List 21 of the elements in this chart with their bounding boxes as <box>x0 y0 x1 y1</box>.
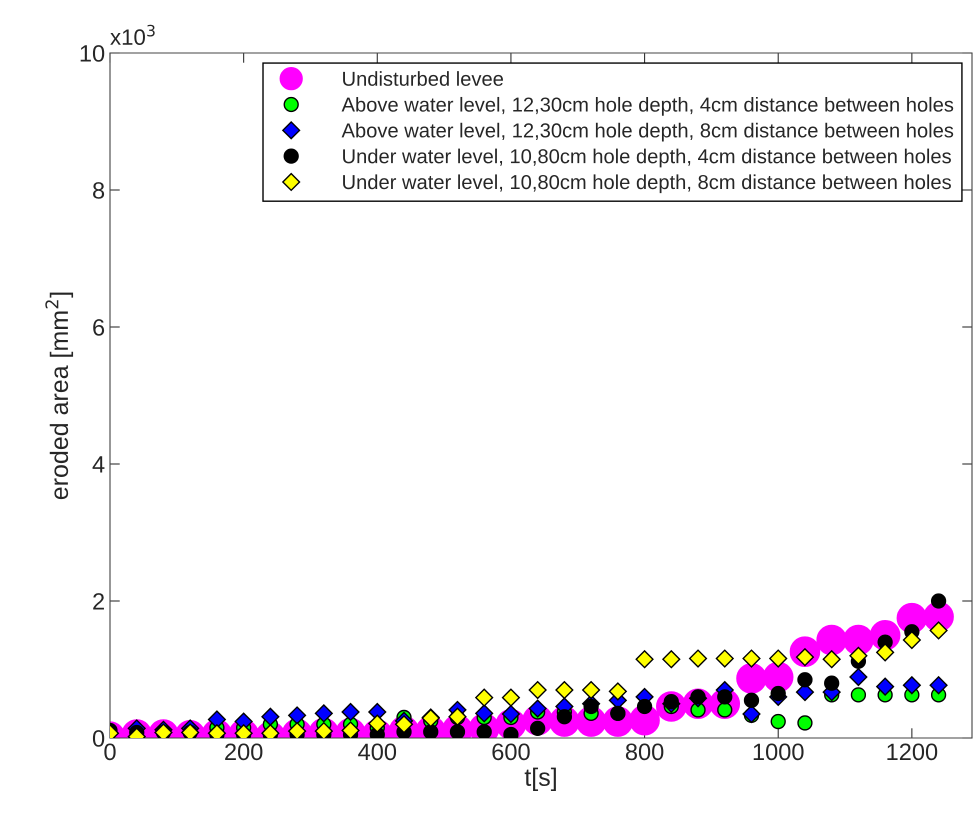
x-tick-label: 1200 <box>887 743 938 760</box>
legend-label: Above water level, 12,30cm hole depth, 4cm distance between holes <box>342 96 954 116</box>
x-tick-label: 600 <box>492 743 530 760</box>
x-tick-label: 400 <box>358 743 396 760</box>
x-tick-label: 0 <box>104 743 116 760</box>
y-axis-title: eroded area [mm$^{2}$] <box>45 292 74 500</box>
x-tick-label: 200 <box>225 743 262 760</box>
y-tick-label: 6 <box>93 319 104 336</box>
y-tick-label: 4 <box>92 456 104 473</box>
y-tick-label: 10 <box>80 45 104 62</box>
legend-label: Undisturbed levee <box>343 71 503 86</box>
legend-label: Under water level, 10,80cm hole depth, 8cm distance between holes <box>343 174 951 194</box>
x-tick-label: 1000 <box>754 743 804 760</box>
text: x10$^{3}$ <box>110 24 155 46</box>
y-tick-label: 2 <box>93 593 104 610</box>
x-tick-label: 800 <box>626 743 664 760</box>
y-tick-label: 8 <box>93 182 104 199</box>
legend-label: Above water level, 12,30cm hole depth, 8cm distance between holes <box>342 122 954 142</box>
legend-label: Under water level, 10,80cm hole depth, 4cm distance between holes <box>343 148 951 168</box>
y-tick-label: 0 <box>92 730 104 747</box>
x-axis-title: t[s] <box>524 768 556 791</box>
